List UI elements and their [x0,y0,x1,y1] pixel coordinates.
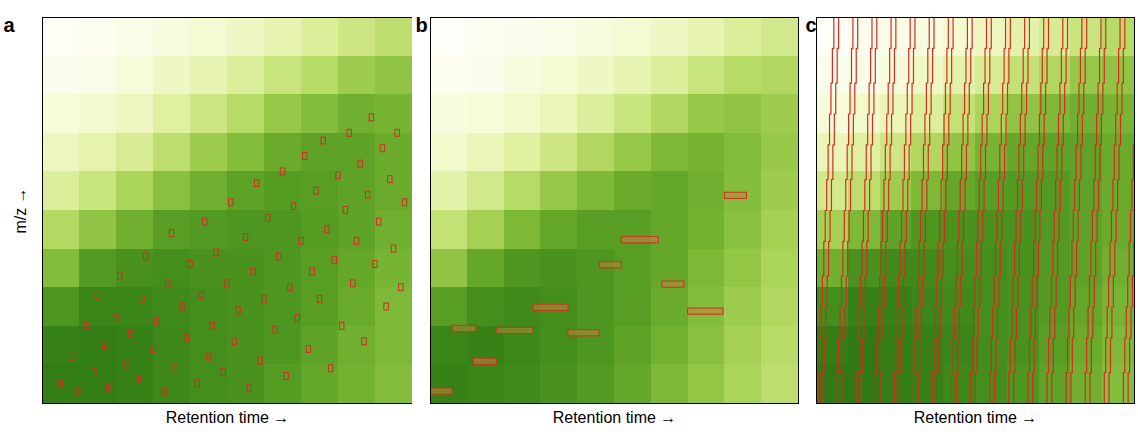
svg-text:c: c [806,14,817,36]
svg-text:a: a [4,14,16,36]
svg-text:Retention time →: Retention time → [166,409,290,426]
svg-text:b: b [416,14,428,36]
svg-text:m/z →: m/z → [12,187,29,233]
svg-text:Retention time →: Retention time → [553,409,677,426]
svg-text:Retention time →: Retention time → [914,409,1038,426]
